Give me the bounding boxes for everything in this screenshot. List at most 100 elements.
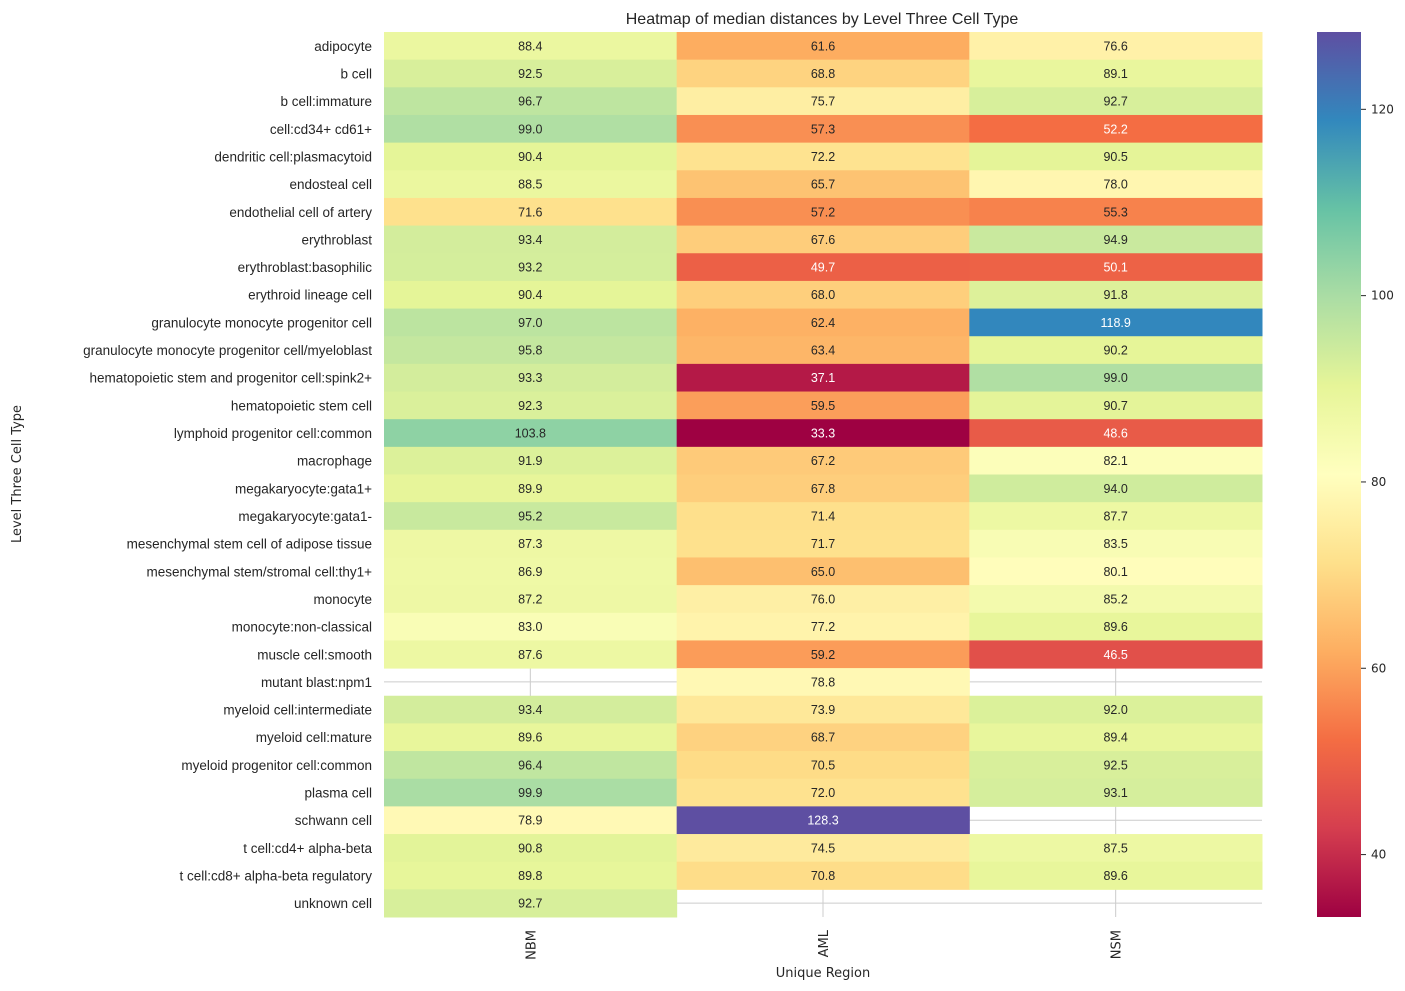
- heatmap-cell: [384, 502, 678, 531]
- cell-annotation: 89.6: [518, 731, 542, 745]
- heatmap-cell: [384, 474, 678, 503]
- cell-annotation: 93.1: [1103, 786, 1127, 800]
- heatmap-cell: [676, 280, 970, 310]
- cell-annotation: 57.3: [811, 122, 835, 136]
- cell-annotation: 67.6: [811, 233, 835, 247]
- cell-annotation: 88.4: [518, 39, 542, 53]
- cell-annotation: 95.8: [518, 344, 542, 358]
- cell-annotation: 71.6: [518, 205, 542, 219]
- heatmap-cell: [384, 585, 678, 614]
- cell-annotation: 83.5: [1103, 537, 1127, 551]
- cell-annotation: 89.6: [1103, 869, 1127, 883]
- heatmap-cell: [384, 834, 678, 863]
- y-tick-label: erythroblast: [301, 232, 372, 247]
- y-tick-label: t cell:cd8+ alpha-beta regulatory: [180, 869, 373, 884]
- heatmap-cell: [384, 612, 678, 641]
- heatmap-cell: [969, 225, 1263, 254]
- cell-annotation: 89.8: [518, 869, 542, 883]
- cell-annotation: 92.3: [518, 399, 542, 413]
- heatmap-cell: [676, 474, 970, 503]
- heatmap-cell: [969, 585, 1263, 614]
- heatmap-cell: [676, 834, 970, 863]
- cell-annotation: 92.5: [1103, 758, 1127, 772]
- y-tick-label: unknown cell: [294, 896, 372, 911]
- heatmap-cell: [969, 474, 1263, 503]
- heatmap-cell: [384, 253, 678, 282]
- heatmap-cell: [969, 363, 1263, 393]
- heatmap-cell: [676, 640, 970, 669]
- heatmap-cell: [384, 336, 678, 365]
- cell-annotation: 118.9: [1100, 316, 1130, 330]
- heatmap-cell: [384, 391, 678, 420]
- cell-annotation: 91.9: [518, 454, 542, 468]
- cell-annotation: 93.2: [518, 261, 542, 275]
- cell-annotation: 82.1: [1103, 454, 1127, 468]
- heatmap-cell: [676, 446, 970, 475]
- cell-annotation: 92.0: [1103, 703, 1127, 717]
- cell-annotation: 99.0: [518, 122, 542, 136]
- heatmap-cell: [969, 751, 1263, 780]
- heatmap-cell: [384, 197, 678, 227]
- heatmap-cell: [676, 778, 970, 807]
- heatmap-cell: [969, 253, 1263, 282]
- cell-annotation: 93.3: [518, 371, 542, 385]
- heatmap-cell: [384, 280, 678, 310]
- colorbar-tick-label: 40: [1371, 848, 1386, 862]
- heatmap-cell: [384, 557, 678, 586]
- cell-annotation: 72.2: [811, 150, 835, 164]
- y-tick-labels: adipocyte b cell b cell:immature cell:cd34+…: [83, 39, 372, 911]
- heatmap-cell: [676, 336, 970, 365]
- heatmap-cell: [384, 778, 678, 807]
- cell-annotation: 57.2: [811, 205, 835, 219]
- cell-annotation: 65.7: [811, 178, 835, 192]
- heatmap-cell: [969, 336, 1263, 365]
- cell-annotation: 90.7: [1103, 399, 1127, 413]
- heatmap-cell: [384, 225, 678, 254]
- heatmap-cell: [676, 59, 970, 88]
- heatmap-cell: [384, 695, 678, 724]
- cell-annotation: 59.5: [811, 399, 835, 413]
- heatmap-cell: [676, 723, 970, 752]
- cell-annotation: 90.4: [518, 150, 542, 164]
- heatmap-cell: [969, 197, 1263, 227]
- chart-title: Heatmap of median distances by Level Thr…: [626, 11, 1019, 28]
- heatmap-cell: [384, 308, 678, 337]
- cell-annotation: 83.0: [518, 620, 542, 634]
- cell-annotation: 61.6: [811, 39, 835, 53]
- heatmap-cell: [676, 751, 970, 780]
- heatmap-cell: [676, 363, 970, 393]
- cell-annotation: 87.7: [1103, 509, 1127, 523]
- cell-annotation: 74.5: [811, 841, 835, 855]
- cell-annotation: 70.5: [811, 758, 835, 772]
- heatmap-cell: [676, 668, 970, 697]
- heatmap-cell: [969, 446, 1263, 475]
- colorbar: 40 60 80 100 120: [1317, 32, 1394, 917]
- heatmap-cell: [384, 751, 678, 780]
- cell-annotation: 68.8: [811, 67, 835, 81]
- cell-annotation: 67.2: [811, 454, 835, 468]
- heatmap-cell: [676, 225, 970, 254]
- cell-annotation: 94.0: [1103, 482, 1127, 496]
- heatmap-cell: [969, 142, 1263, 171]
- cell-annotation: 92.7: [518, 897, 542, 911]
- cell-annotation: 48.6: [1103, 427, 1127, 441]
- heatmap-cell: [969, 834, 1263, 863]
- heatmap-cell: [384, 446, 678, 475]
- heatmap-cell: [969, 612, 1263, 641]
- cell-annotation: 33.3: [811, 427, 835, 441]
- cell-annotation: 52.2: [1103, 122, 1127, 136]
- cell-annotation: 76.0: [811, 592, 835, 606]
- heatmap-cell: [676, 695, 970, 724]
- cell-annotation: 87.3: [518, 537, 542, 551]
- heatmap-cell: [384, 170, 678, 199]
- heatmap-cell: [676, 806, 970, 835]
- heatmap-cell: [384, 889, 678, 918]
- cell-annotation: 65.0: [811, 565, 835, 579]
- heatmap-cell: [676, 502, 970, 531]
- cell-annotation: 93.4: [518, 233, 542, 247]
- x-tick-labels: NBM AML NSM: [524, 929, 1124, 960]
- cell-annotation: 87.5: [1103, 841, 1127, 855]
- colorbar-gradient: [1317, 32, 1361, 917]
- cell-annotation: 94.9: [1103, 233, 1127, 247]
- cell-annotation: 91.8: [1103, 288, 1127, 302]
